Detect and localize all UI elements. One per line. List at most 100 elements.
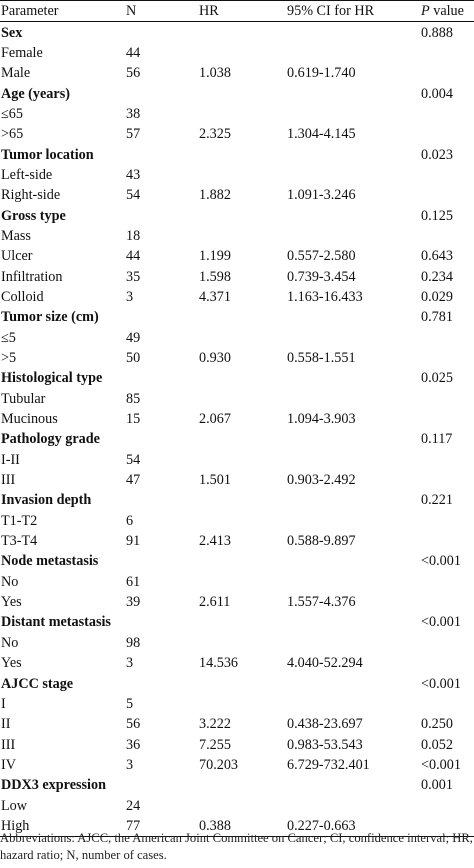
- table-group-row: DDX3 expression 0.001: [0, 775, 474, 795]
- table-row: III 47 1.501 0.903-2.492: [0, 470, 474, 490]
- cell-p-value: [420, 63, 474, 83]
- cell-p-value: 0.250: [421, 716, 453, 733]
- cell-ci: [286, 83, 420, 103]
- cell-parameter: Yes: [1, 655, 22, 672]
- cell-ci: 0.739-3.454: [287, 268, 356, 285]
- cell-ci: [286, 144, 420, 164]
- table-row: High 77 0.388 0.227-0.663: [0, 816, 474, 837]
- cell-ci: 0.983-53.543: [287, 736, 363, 753]
- cell-parameter: >5: [1, 350, 17, 367]
- table-row: Female 44: [0, 43, 474, 63]
- table-header-row: Parameter N HR 95% CI for HR P value: [0, 0, 474, 22]
- cell-n: 15: [126, 411, 141, 428]
- cell-n: 24: [126, 797, 141, 814]
- cell-hr: [198, 633, 286, 653]
- table-row: Low 24: [0, 795, 474, 815]
- table-group-row: Node metastasis <0.001: [0, 551, 474, 571]
- cell-n: 49: [126, 329, 141, 346]
- cell-n: [125, 673, 198, 693]
- table-group-row: AJCC stage <0.001: [0, 673, 474, 693]
- cell-n: [125, 205, 198, 225]
- table-row: Yes 39 2.611 1.557-4.376: [0, 592, 474, 612]
- cell-parameter: IV: [1, 756, 16, 773]
- cell-p-value: 0.234: [421, 268, 453, 285]
- cell-p-value: 0.025: [421, 370, 453, 387]
- cell-p-value: [420, 795, 474, 815]
- cell-p-value: [420, 572, 474, 592]
- table-row: No 98: [0, 633, 474, 653]
- cell-ci: [286, 43, 420, 63]
- cell-p-value: <0.001: [421, 614, 461, 631]
- cell-p-value: 0.221: [421, 492, 453, 509]
- cell-hr: [198, 490, 286, 510]
- cell-ci: [286, 104, 420, 124]
- cell-ci: [286, 22, 420, 43]
- cell-hr: [198, 226, 286, 246]
- cell-p-value: [420, 653, 474, 673]
- cell-n: 3: [126, 655, 134, 672]
- table-row: ≤5 49: [0, 328, 474, 348]
- cell-p-value: 0.643: [421, 248, 453, 265]
- header-hr: HR: [199, 3, 219, 20]
- cell-parameter: Distant metastasis: [1, 614, 111, 631]
- hazard-ratio-table: Parameter N HR 95% CI for HR P value Sex…: [0, 0, 474, 837]
- cell-hr: [198, 673, 286, 693]
- cell-p-value: 0.004: [421, 85, 453, 102]
- cell-parameter: I-II: [1, 451, 20, 468]
- table-row: Yes 3 14.536 4.040-52.294: [0, 653, 474, 673]
- cell-p-value: [420, 328, 474, 348]
- cell-hr: [198, 43, 286, 63]
- cell-parameter: No: [1, 573, 19, 590]
- cell-hr: 1.882: [199, 187, 231, 204]
- cell-parameter: T1-T2: [1, 512, 38, 529]
- table-row: I-II 54: [0, 450, 474, 470]
- cell-n: 61: [126, 573, 141, 590]
- cell-ci: 0.588-9.897: [287, 533, 356, 550]
- header-p-italic: P: [421, 3, 430, 20]
- cell-hr: 2.413: [199, 533, 231, 550]
- cell-ci: [286, 450, 420, 470]
- cell-parameter: Tumor location: [1, 146, 94, 163]
- cell-ci: [286, 775, 420, 795]
- header-parameter: Parameter: [1, 3, 59, 20]
- cell-p-value: [420, 389, 474, 409]
- cell-n: 44: [126, 44, 141, 61]
- cell-parameter: Tumor size (cm): [1, 309, 99, 326]
- cell-hr: 1.199: [199, 248, 231, 265]
- cell-hr: 3.222: [199, 716, 231, 733]
- cell-p-value: 0.001: [421, 777, 453, 794]
- cell-n: 43: [126, 166, 141, 183]
- cell-n: 6: [126, 512, 134, 529]
- cell-p-value: [420, 511, 474, 531]
- cell-parameter: Left-side: [1, 166, 53, 183]
- cell-hr: [198, 389, 286, 409]
- cell-parameter: III: [1, 472, 16, 489]
- table-row: Left-side 43: [0, 165, 474, 185]
- cell-n: 77: [126, 817, 141, 834]
- cell-parameter: II: [1, 716, 11, 733]
- cell-parameter: Age (years): [1, 85, 70, 102]
- cell-hr: [198, 205, 286, 225]
- cell-hr: [198, 511, 286, 531]
- table-row: Mucinous 15 2.067 1.094-3.903: [0, 409, 474, 429]
- cell-n: 98: [126, 634, 141, 651]
- cell-n: 57: [126, 126, 141, 143]
- table-row: T1-T2 6: [0, 511, 474, 531]
- cell-ci: [286, 307, 420, 327]
- cell-hr: 7.255: [199, 736, 231, 753]
- cell-hr: 2.067: [199, 411, 231, 428]
- cell-hr: 14.536: [199, 655, 239, 672]
- cell-p-value: [420, 43, 474, 63]
- cell-parameter: Mucinous: [1, 411, 58, 428]
- cell-p-value: <0.001: [421, 756, 461, 773]
- cell-hr: [198, 165, 286, 185]
- cell-n: 91: [126, 533, 141, 550]
- cell-parameter: Tubular: [1, 390, 46, 407]
- cell-hr: 0.930: [199, 350, 231, 367]
- cell-n: 3: [126, 756, 134, 773]
- cell-n: [125, 307, 198, 327]
- cell-n: 5: [126, 695, 134, 712]
- cell-parameter: Infiltration: [1, 268, 63, 285]
- cell-p-value: 0.052: [421, 736, 453, 753]
- cell-n: 56: [126, 65, 141, 82]
